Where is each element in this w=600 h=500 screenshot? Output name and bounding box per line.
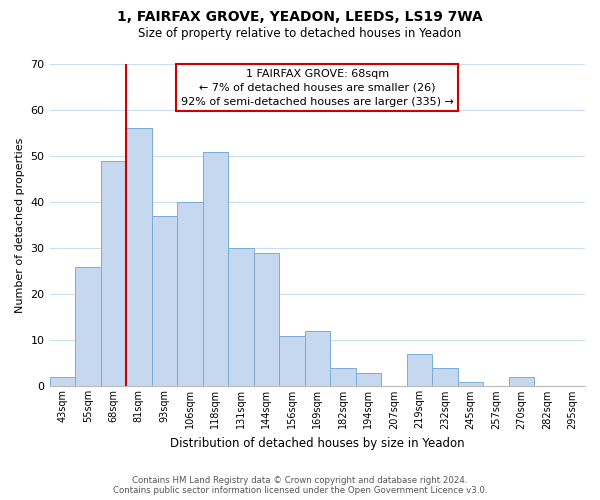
Bar (75, 266, 101, 386)
Bar (305, 331, 330, 386)
Bar (126, 128, 152, 386)
Y-axis label: Number of detached properties: Number of detached properties (15, 138, 25, 313)
Bar (50, 377, 75, 386)
Bar (203, 152, 228, 386)
Text: 1 FAIRFAX GROVE: 68sqm
← 7% of detached houses are smaller (26)
92% of semi-deta: 1 FAIRFAX GROVE: 68sqm ← 7% of detached … (181, 69, 454, 107)
X-axis label: Distribution of detached houses by size in Yeadon: Distribution of detached houses by size … (170, 437, 464, 450)
Text: Contains HM Land Registry data © Crown copyright and database right 2024.
Contai: Contains HM Land Registry data © Crown c… (113, 476, 487, 495)
Text: Size of property relative to detached houses in Yeadon: Size of property relative to detached ho… (139, 28, 461, 40)
Bar (254, 253, 279, 386)
Bar (152, 216, 177, 386)
Bar (407, 354, 432, 386)
Bar (432, 368, 458, 386)
Bar (330, 368, 356, 386)
Bar (177, 202, 203, 386)
Bar (228, 248, 254, 386)
Bar (509, 377, 534, 386)
Text: 1, FAIRFAX GROVE, YEADON, LEEDS, LS19 7WA: 1, FAIRFAX GROVE, YEADON, LEEDS, LS19 7W… (117, 10, 483, 24)
Bar (279, 336, 305, 386)
Bar (356, 372, 381, 386)
Bar (458, 382, 483, 386)
Bar (101, 160, 126, 386)
